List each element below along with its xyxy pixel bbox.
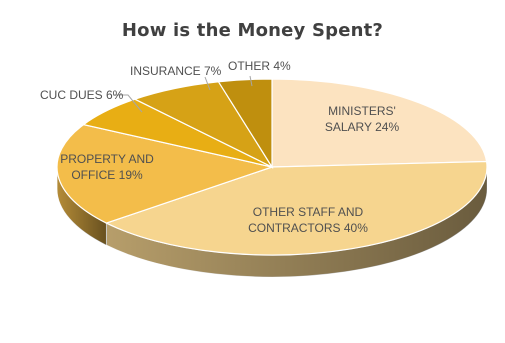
leader-line-3 <box>113 94 143 113</box>
leader-line-5 <box>249 75 253 87</box>
slice-label-line: OFFICE 19% <box>71 168 143 182</box>
pie-top-faces <box>56 78 488 256</box>
slice-label-2: PROPERTY AND OFFICE 19% <box>60 152 154 182</box>
slice-label-5: OTHER 4% <box>228 59 291 73</box>
pie-slice-other-staff-and-contractors <box>104 160 488 256</box>
slice-label-line: CONTRACTORS 40% <box>248 221 368 235</box>
pie-side-shade-1 <box>106 167 487 277</box>
slice-label-3: CUC DUES 6% <box>40 88 124 102</box>
slice-label-line: MINISTERS' <box>328 104 396 118</box>
pie-slice-other <box>217 78 273 170</box>
slice-label-line: CUC DUES 6% <box>40 88 124 102</box>
pie-slice-property-and-office <box>56 123 275 224</box>
slice-label-line: OTHER STAFF AND <box>253 205 364 219</box>
slice-label-line: SALARY 24% <box>325 120 400 134</box>
pie-slice-ministers-salary <box>271 78 488 168</box>
pie-labels: MINISTERS' SALARY 24% OTHER STAFF AND CONTR… <box>40 59 399 235</box>
slice-label-line: OTHER 4% <box>228 59 291 73</box>
pie-side-shade-2 <box>57 167 107 246</box>
chart-title: How is the Money Spent? <box>121 20 384 41</box>
slice-label-0: MINISTERS' SALARY 24% <box>325 104 400 134</box>
slice-label-line: PROPERTY AND <box>60 152 154 166</box>
slice-label-4: INSURANCE 7% <box>130 64 222 78</box>
slice-label-line: INSURANCE 7% <box>130 64 222 78</box>
slice-label-1: OTHER STAFF AND CONTRACTORS 40% <box>248 205 368 235</box>
leader-line-4 <box>204 76 211 91</box>
